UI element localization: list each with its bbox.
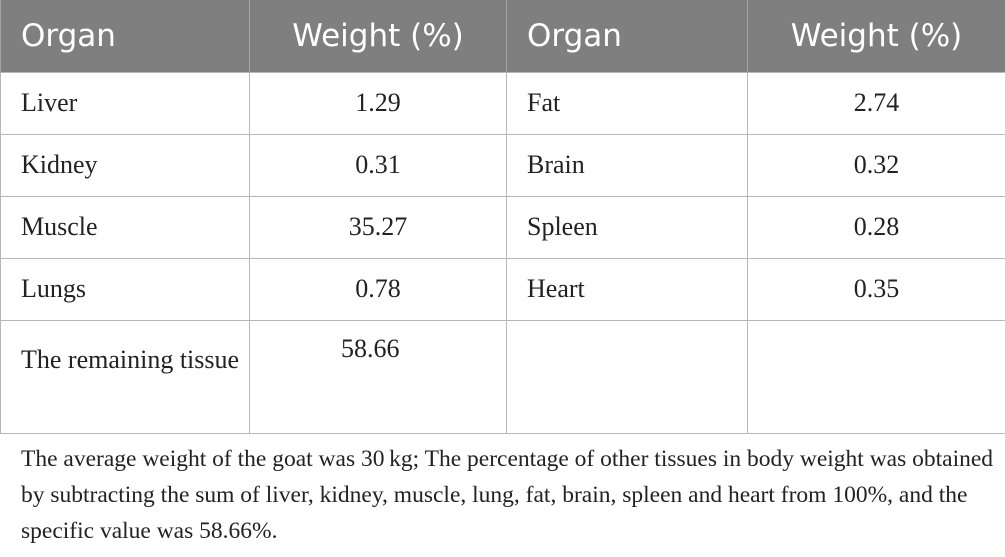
table-cell-weight: 0.31 bbox=[249, 133, 507, 197]
table-cell-organ: Brain bbox=[506, 133, 748, 197]
table-cell-weight: 58.66 bbox=[249, 319, 507, 434]
table-footnote: The average weight of the goat was 30 kg… bbox=[21, 446, 994, 544]
table-cell-weight: 0.28 bbox=[747, 195, 1005, 259]
column-header-organ-1: Organ bbox=[0, 0, 250, 72]
table-cell-weight bbox=[747, 319, 1005, 434]
table-cell-organ bbox=[506, 319, 748, 434]
table-cell-weight: 0.32 bbox=[747, 133, 1005, 197]
column-header-weight-2: Weight (%) bbox=[747, 0, 1005, 72]
table-cell-organ: Fat bbox=[506, 71, 748, 135]
table-row: Liver 1.29 Fat 2.74 bbox=[0, 71, 1005, 135]
table-cell-organ: Liver bbox=[0, 71, 250, 135]
table-cell-weight: 0.35 bbox=[747, 257, 1005, 321]
table-cell-organ: Heart bbox=[506, 257, 748, 321]
table-cell-weight: 2.74 bbox=[747, 71, 1005, 135]
table-cell-organ: The remaining tissue bbox=[0, 319, 250, 434]
table-row: Lungs 0.78 Heart 0.35 bbox=[0, 257, 1005, 321]
table-cell-weight: 1.29 bbox=[249, 71, 507, 135]
table-cell-weight: 0.78 bbox=[249, 257, 507, 321]
table-cell-organ: Muscle bbox=[0, 195, 250, 259]
table-header-row: Organ Weight (%) Organ Weight (%) bbox=[0, 0, 1005, 72]
table-cell-weight: 35.27 bbox=[249, 195, 507, 259]
organ-weight-table: Organ Weight (%) Organ Weight (%) Liver … bbox=[0, 0, 1005, 434]
table-row: Kidney 0.31 Brain 0.32 bbox=[0, 133, 1005, 197]
column-header-organ-2: Organ bbox=[506, 0, 748, 72]
table-cell-organ: Kidney bbox=[0, 133, 250, 197]
column-header-weight-1: Weight (%) bbox=[249, 0, 507, 72]
table-cell-organ: Lungs bbox=[0, 257, 250, 321]
table-row: The remaining tissue 58.66 bbox=[0, 319, 1005, 434]
organ-weight-table-container: Organ Weight (%) Organ Weight (%) Liver … bbox=[0, 0, 1005, 434]
table-row: Muscle 35.27 Spleen 0.28 bbox=[0, 195, 1005, 259]
table-cell-organ: Spleen bbox=[506, 195, 748, 259]
